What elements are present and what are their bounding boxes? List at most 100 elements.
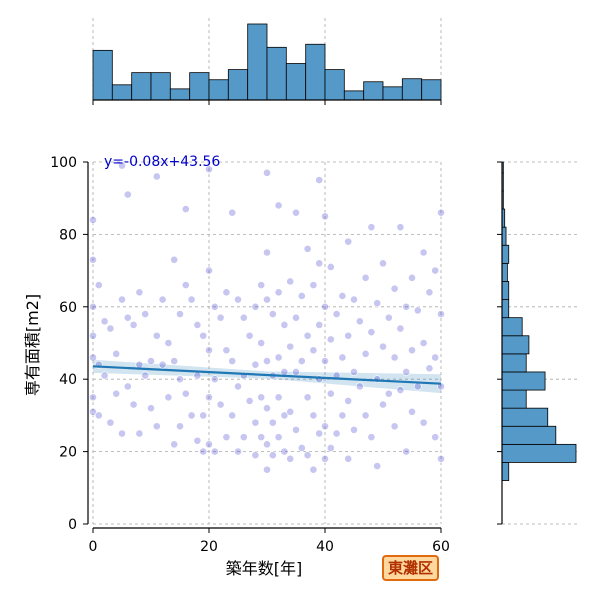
scatter-point <box>268 418 277 427</box>
scatter-point <box>251 451 260 460</box>
scatter-point <box>112 389 121 398</box>
scatter-point <box>251 360 260 369</box>
scatter-point <box>274 353 283 362</box>
right-hist-bar <box>501 353 527 373</box>
scatter-point <box>338 292 347 300</box>
scatter-point <box>89 302 97 311</box>
right-hist-bar <box>501 443 577 463</box>
top-hist-bar <box>111 84 133 101</box>
right-hist-bar <box>501 425 557 445</box>
scatter-point <box>431 266 440 275</box>
scatter-point <box>390 422 399 431</box>
right-hist-bar <box>501 317 523 337</box>
scatter-point <box>437 310 445 318</box>
top-hist-bar <box>189 72 210 101</box>
scatter-point <box>326 389 335 398</box>
scatter-point <box>361 411 370 420</box>
scatter-point <box>309 346 318 355</box>
top-hist-bar <box>343 90 365 101</box>
scatter-point <box>379 259 387 268</box>
scatter-point <box>408 407 416 416</box>
scatter-point <box>419 418 428 427</box>
scatter-point <box>297 292 306 300</box>
top-hist-bar <box>247 23 268 101</box>
scatter-point <box>210 302 219 311</box>
y-tick-label: 0 <box>68 517 77 533</box>
district-badge: 東灘区 <box>382 555 440 581</box>
right-hist-bar <box>501 281 510 300</box>
scatter-point <box>350 368 358 376</box>
y-tick-label: 20 <box>59 445 77 461</box>
scatter-point <box>129 400 138 409</box>
scatter-point <box>199 447 208 456</box>
scatter-point <box>286 342 295 351</box>
scatter-point <box>315 429 324 438</box>
scatter-point <box>437 208 445 217</box>
scatter-point <box>332 310 341 318</box>
scatter-point <box>170 440 179 449</box>
top-hist-bar <box>208 79 229 101</box>
scatter-point <box>309 411 318 420</box>
scatter-point <box>263 248 271 257</box>
top-hist-bar <box>285 63 307 101</box>
x-tick-label: 0 <box>89 539 98 555</box>
scatter-point <box>263 295 271 304</box>
scatter-point <box>309 281 318 289</box>
scatter-point <box>263 465 271 474</box>
scatter-point <box>257 393 266 402</box>
scatter-point <box>326 263 335 271</box>
scatter-point <box>193 371 202 380</box>
scatter-point <box>315 320 324 329</box>
scatter-point <box>100 371 109 380</box>
scatter-point <box>135 429 144 438</box>
scatter-point <box>355 382 364 391</box>
scatter-point <box>89 393 97 402</box>
scatter-point <box>425 288 434 297</box>
right-hist-bar <box>501 462 510 481</box>
scatter-point <box>268 310 277 318</box>
scatter-point <box>263 168 271 177</box>
scatter-point <box>135 288 144 297</box>
scatter-point <box>257 433 266 442</box>
scatter-point <box>164 339 173 347</box>
scatter-point <box>321 212 329 221</box>
top-hist-bar <box>131 72 152 101</box>
scatter-point <box>123 313 132 322</box>
scatter-point <box>89 407 97 416</box>
scatter-point <box>280 447 289 456</box>
scatter-point <box>297 444 306 452</box>
scatter-point <box>89 216 97 224</box>
right-hist-bar <box>501 244 510 264</box>
scatter-point <box>251 302 260 311</box>
top-hist-bar <box>150 72 171 101</box>
scatter-point <box>199 331 208 340</box>
scatter-point <box>413 306 422 315</box>
scatter-point <box>245 397 254 405</box>
scatter-point <box>135 360 144 369</box>
scatter-point <box>176 375 184 384</box>
scatter-point <box>228 208 237 217</box>
scatter-point <box>280 320 289 329</box>
scatter-point <box>228 411 237 420</box>
top-hist-bar <box>401 78 423 101</box>
scatter-point <box>216 400 225 409</box>
scatter-point <box>123 190 132 199</box>
scatter-point <box>396 324 405 333</box>
scatter-point <box>216 313 225 322</box>
scatter-point <box>205 440 213 449</box>
scatter-point <box>187 411 196 420</box>
top-hist-bar <box>324 69 345 101</box>
scatter-point <box>332 429 341 438</box>
scatter-point <box>152 422 161 431</box>
scatter-point <box>234 447 242 456</box>
scatter-point <box>344 331 353 340</box>
scatter-point <box>106 324 115 333</box>
scatter-point <box>176 422 184 431</box>
scatter-point <box>286 454 295 463</box>
scatter-point <box>292 368 300 376</box>
scatter-point <box>350 425 358 434</box>
main-plot: 0 20 40 60 0 20 40 60 80 100 y=-0.08x+43.56 築年数[… <box>23 154 450 578</box>
y-axis-label: 専有面積[m2] <box>23 294 42 396</box>
scatter-point <box>326 335 335 344</box>
